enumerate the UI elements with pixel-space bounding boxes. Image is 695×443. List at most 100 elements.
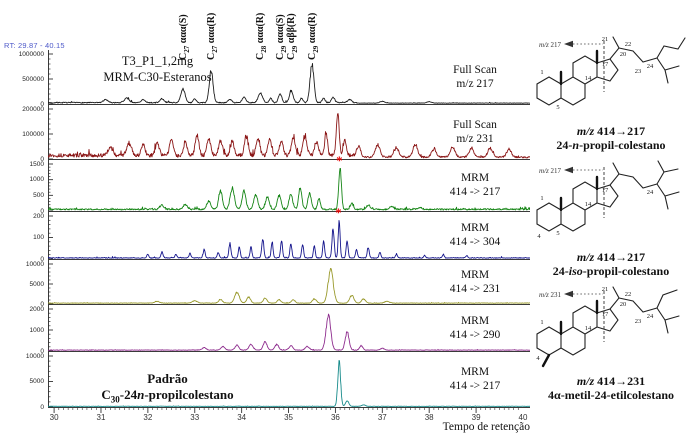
sterane-skeleton-3: m/z 231 1 4 14 17 20 21 22 23 24 [536,286,680,368]
structure-24-iso-propil-colestano: m/z 217 1 4 5 14 17 24 m/z 414→217 24-is… [527,158,695,284]
chromatogram-panel-fullscan-231: 200000 100000 0 Full Scan m/z 231 [0,105,695,163]
carbon-number: 23 [635,318,642,325]
y-tick-label: 1500 [29,160,44,168]
standard-label: Padrão C30-24n-propilcolestano [101,371,234,405]
trace-plot-mrm-414-231 [48,260,530,305]
x-tick-label: 30 [49,413,59,422]
carbon-number: 4 [536,355,540,362]
x-tick-label: 32 [143,413,153,422]
x-tick-label: 31 [96,413,106,422]
chromatogram-panel-mrm-414-217b: 10000 5000 0 MRM 414 -> 217 [0,352,695,411]
chromatogram-panel-mrm-414-290: 2000 1000 0 MRM 414 -> 290 [0,305,695,355]
y-tick-label: 10000 [25,352,44,360]
sample-name: T3_P1_1,2mg [121,54,194,68]
carbon-number: 21 [602,36,609,43]
structure-caption: m/z 414→231 4α-metil-24-etilcolestano [548,374,674,403]
y-tick-label: 1000 [29,326,44,334]
y-tick-label: 0 [40,300,44,308]
x-tick-label: 39 [471,413,481,422]
carbon-number: 1 [540,319,543,326]
y-tick-label: 1000000 [18,50,44,58]
carbon-number: 24 [647,63,654,70]
y-tick-label: 0 [40,347,44,355]
x-tick-label: 33 [190,413,200,422]
carbon-number: 14 [585,75,592,82]
structure-4a-metil-24-etilcolestano: m/z 231 1 4 14 17 20 21 22 23 24 m/z 414… [527,282,695,408]
x-axis-title: Tempo de retenção [442,421,530,433]
carbon-number: 17 [602,61,609,68]
structure-24-n-propil-colestano: m/z 217 1 5 14 17 20 21 22 23 24 m/z 414… [527,32,695,158]
trace-plot-fullscan-217 [48,50,530,105]
chromatogram-panel-fullscan-217: 1000000 500000 0 Full Scan m/z 217 [0,50,695,108]
chromatogram-panel-mrm-414-231: 10000 5000 0 MRM 414 -> 231 [0,260,695,308]
carbon-number: 24 [647,313,654,320]
rt-range-text: RT: 29.87 - 40.15 [4,41,65,50]
structure-caption: m/z 414→217 24-iso-propil-colestano [552,250,670,279]
y-tick-label: 0 [40,155,44,163]
method-name: MRM-C30-Esteranos [103,69,212,84]
y-tick-label: 0 [40,255,44,263]
chromatogram-panel-mrm-414-304: 200 100 0 MRM 414 -> 304 [0,212,695,263]
x-tick-label: 40 [518,413,528,422]
mz-fragment-label: m/z 231 [539,291,561,299]
arrowhead-left-icon [564,40,573,48]
y-tick-label: 1000 [29,176,44,184]
structure-caption: m/z 414→217 24-n-propil-colestano [556,124,666,153]
sterane-skeleton-2: m/z 217 1 4 5 14 17 24 [536,160,680,240]
y-tick-label: 10000 [25,260,44,268]
sample-label: T3_P1_1,2mg MRM-C30-Esteranos [65,54,250,85]
trace-plot-fullscan-231 [48,105,530,160]
x-tick-label: 38 [424,413,434,422]
x-axis [53,407,519,413]
y-tick-label: 500000 [22,75,44,83]
carbon-number: 17 [602,311,609,318]
panel-label-mrm-414-304: MRM 414 -> 304 [449,222,501,249]
trace-mrm-414-217b [48,360,530,407]
trace-mrm-414-217a [48,168,530,211]
panel-label-mrm-414-217b: MRM 414 -> 217 [449,366,501,393]
y-tick-label: 100 [33,234,44,241]
panel-label-mrm-414-231: MRM 414 -> 231 [449,268,501,295]
carbon-number: 24 [647,189,654,196]
carbon-number: 22 [625,41,632,48]
trace-mrm-414-304 [48,220,530,259]
carbon-number: 20 [620,301,627,308]
carbon-number: 5 [556,104,559,111]
trace-mrm-414-231 [48,268,530,304]
carbon-number: 14 [585,201,592,208]
panel-label-mrm-414-290: MRM 414 -> 290 [449,314,501,341]
panel-label-mrm-414-217a: MRM 414 -> 217 [449,172,501,199]
trace-plot-mrm-414-304 [48,212,530,260]
y-tick-label: 0 [40,100,44,108]
trace-mrm-414-290 [48,313,530,351]
carbon-number: 17 [602,187,609,194]
panel-label-fullscan-217: Full Scan m/z 217 [453,63,497,90]
panel-label-fullscan-231: Full Scan m/z 231 [453,118,497,145]
carbon-number: 1 [540,69,543,76]
arrowhead-left-icon [564,166,573,174]
arrowhead-left-icon [564,290,573,298]
mz-fragment-label: m/z 217 [539,167,561,175]
x-tick-label: 37 [377,413,387,422]
trace-fullscan-231 [48,113,530,159]
carbon-number: 22 [625,291,632,298]
sterane-skeleton-1: m/z 217 1 5 14 17 20 21 22 23 24 [536,36,686,111]
x-tick-label: 36 [330,413,340,422]
y-tick-label: 100000 [22,130,44,138]
carbon-number: 23 [635,68,642,75]
mz-fragment-label: m/z 217 [539,41,561,49]
y-tick-label: 5000 [29,378,44,385]
y-tick-label: 200000 [22,105,44,113]
trace-fullscan-217 [48,62,530,104]
trace-plot-mrm-414-290 [48,305,530,352]
trace-plot-mrm-414-217a [48,160,530,212]
chromatogram-panel-mrm-414-217a: 1500 1000 500 0 MRM 414 -> 217 [0,160,695,215]
y-tick-label: 200 [33,212,44,220]
x-tick-label: 35 [284,413,293,422]
y-tick-label: 0 [40,403,44,411]
y-tick-label: 2000 [29,305,44,313]
y-tick-label: 0 [40,207,44,215]
peak-marker-asterisk: * [336,153,343,168]
carbon-number: 5 [556,230,559,237]
